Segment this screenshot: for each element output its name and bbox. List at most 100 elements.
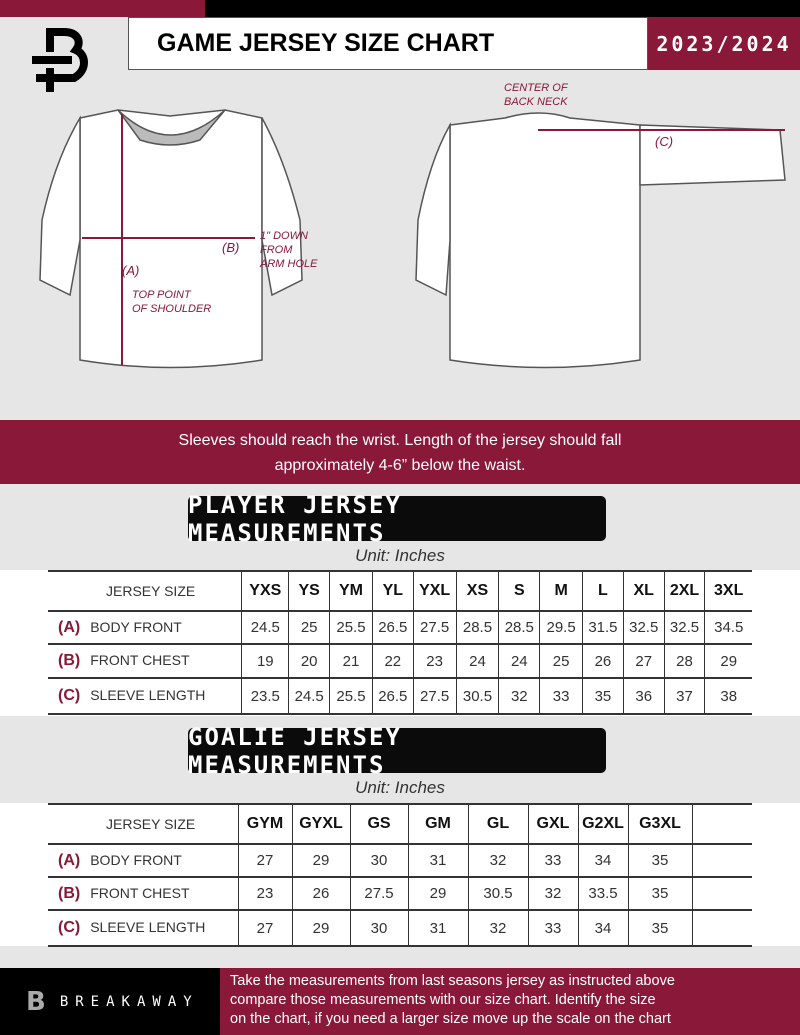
table-cell: 26.5 — [371, 610, 414, 645]
season-label: 2023/2024 — [648, 17, 800, 70]
size-header: 3XL — [704, 570, 752, 612]
table-cell: 33 — [539, 677, 583, 715]
row-label: (A) BODY FRONT — [48, 610, 242, 645]
top-point-line-2: OF SHOULDER — [132, 303, 212, 315]
row-label: (B) FRONT CHEST — [48, 643, 242, 679]
goalie-table: JERSEY SIZE GYM GYXL GS GM GL GXL G2XL G3XL (A) BO… — [48, 803, 752, 947]
table-cell: 38 — [704, 677, 752, 715]
table-cell: 29 — [407, 876, 468, 911]
table-cell: 20 — [288, 643, 330, 679]
top-point-line-1: TOP POINT — [132, 289, 191, 301]
table-cell: 32 — [527, 876, 578, 911]
size-header: YL — [371, 570, 414, 612]
size-header: GYXL — [291, 803, 350, 845]
table-cell: 27 — [237, 843, 292, 878]
table-row: (A) BODY FRONT 24.5 25 25.5 26.5 27.5 28.5 28.5 2… — [48, 610, 752, 645]
table-cell: 36 — [622, 677, 665, 715]
table-cell: 28.5 — [498, 610, 540, 645]
label-c: (C) — [655, 134, 674, 149]
table-cell: 27.5 — [412, 610, 457, 645]
table-cell: 29 — [291, 909, 350, 947]
row-name: FRONT CHEST — [90, 884, 190, 901]
measure-lines — [82, 114, 785, 365]
size-header: GS — [349, 803, 408, 845]
table-cell: 27.5 — [412, 677, 457, 715]
table-cell: 28 — [663, 643, 705, 679]
table-cell: 32.5 — [663, 610, 705, 645]
down-line-2: FROM — [260, 244, 293, 256]
size-header — [691, 803, 752, 845]
table-cell: 37 — [663, 677, 705, 715]
table-cell: 26.5 — [371, 677, 414, 715]
table-cell: 34 — [577, 909, 628, 947]
table-cell: 25.5 — [329, 610, 373, 645]
size-header: YS — [288, 570, 330, 612]
table-cell: 33 — [527, 843, 578, 878]
size-header: XS — [455, 570, 499, 612]
table-row: (B) FRONT CHEST 19 20 21 22 23 24 24 25 26 27 28 29 — [48, 643, 752, 679]
table-cell: 29 — [704, 643, 752, 679]
table-cell: 23 — [412, 643, 457, 679]
table-cell: 31 — [407, 909, 468, 947]
top-black-bar — [205, 0, 800, 17]
player-table: JERSEY SIZE YXS YS YM YL YXL XS S M L XL 2XL 3XL (A) B… — [48, 570, 752, 715]
table-row: (C) SLEEVE LENGTH 27 29 30 31 32 33 34 35 — [48, 909, 752, 947]
table-cell: 24.5 — [288, 677, 330, 715]
size-header: YM — [329, 570, 373, 612]
table-cell: 19 — [241, 643, 289, 679]
row-name: BODY FRONT — [90, 618, 182, 635]
table-cell: 30 — [349, 909, 408, 947]
player-unit: Unit: Inches — [355, 546, 445, 565]
size-header: L — [582, 570, 624, 612]
top-accent-bar — [0, 0, 205, 17]
player-table-band: JERSEY SIZE YXS YS YM YL YXL XS S M L XL 2XL 3XL (A) B… — [0, 570, 800, 716]
size-header: S — [498, 570, 540, 612]
table-cell: 30.5 — [455, 677, 499, 715]
center-line-2: BACK NECK — [504, 96, 568, 108]
footer-line-3: on the chart, if you need a larger size … — [230, 1011, 671, 1027]
table-cell: 27.5 — [349, 876, 408, 911]
row-letter: (A) — [58, 618, 81, 636]
footer-brand: B BREAKAWAY — [0, 968, 220, 1035]
table-cell: 34.5 — [704, 610, 752, 645]
row-name: SLEEVE LENGTH — [90, 919, 206, 935]
size-header: YXL — [412, 570, 457, 612]
size-header: G3XL — [627, 803, 692, 845]
table-cell: 22 — [371, 643, 414, 679]
jersey-diagram — [39, 109, 786, 369]
table-row: (B) FRONT CHEST 23 26 27.5 29 30.5 32 33.5 35 — [48, 876, 752, 911]
footer-line-1: Take the measurements from last seasons … — [230, 973, 675, 989]
row-name: BODY FRONT — [90, 851, 182, 868]
footer-brand-name: BREAKAWAY — [59, 993, 199, 1010]
label-b: (B) — [222, 240, 240, 255]
table-cell: 33 — [527, 909, 578, 947]
table-cell: 32.5 — [622, 610, 665, 645]
table-cell: 23 — [237, 876, 292, 911]
table-cell: 26 — [291, 876, 350, 911]
size-header: 2XL — [663, 570, 705, 612]
center-line-1: CENTER OF — [504, 82, 568, 94]
instruction-line-1: Sleeves should reach the wrist. Length o… — [178, 432, 622, 449]
table-cell: 23.5 — [241, 677, 289, 715]
table-cell: 35 — [627, 843, 692, 878]
row-label: (C) SLEEVE LENGTH — [48, 677, 242, 715]
table-cell: 25 — [539, 643, 583, 679]
label-a: (A) — [122, 263, 140, 278]
table-cell: 29.5 — [539, 610, 583, 645]
size-header: GXL — [527, 803, 578, 845]
row-letter: (B) — [58, 884, 81, 902]
row-name: SLEEVE LENGTH — [90, 687, 206, 703]
back-jersey-outline — [415, 112, 786, 369]
table-cell: 30.5 — [467, 876, 528, 911]
instruction-line-2: approximately 4-6” below the waist. — [274, 457, 526, 474]
table-cell: 21 — [329, 643, 373, 679]
table-cell: 31 — [407, 843, 468, 878]
size-header: GL — [467, 803, 528, 845]
row-letter: (C) — [58, 687, 81, 704]
table-row: (A) BODY FRONT 27 29 30 31 32 33 34 35 — [48, 843, 752, 878]
row-label: (C) SLEEVE LENGTH — [48, 909, 238, 947]
table-cell: 32 — [467, 909, 528, 947]
table-cell: 32 — [467, 843, 528, 878]
table-cell: 33.5 — [577, 876, 628, 911]
table-cell: 24 — [455, 643, 499, 679]
